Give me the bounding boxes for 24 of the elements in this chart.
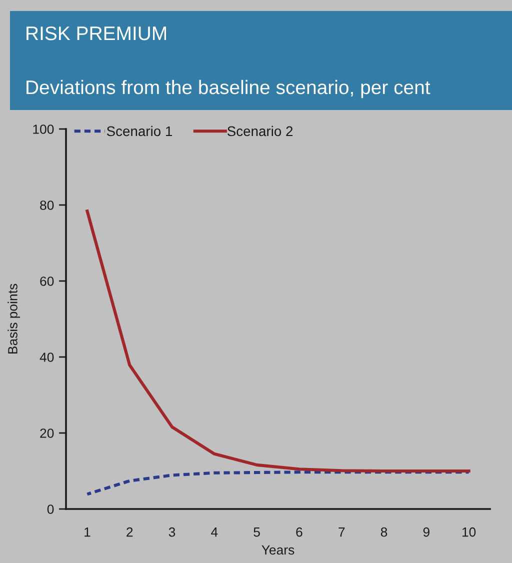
x-tick-label: 2 [126, 527, 133, 537]
x-tick-label: 8 [380, 527, 388, 537]
x-tick-label: 1 [84, 528, 90, 537]
y-tick-label: 100 [33, 124, 54, 134]
x-tick-label: 6 [296, 527, 302, 537]
y-tick-label: 0 [47, 504, 54, 514]
chart-subtitle: Deviations from the baseline scenario, per cent [26, 80, 430, 98]
x-tick-label: 10 [462, 527, 476, 537]
x-tick-label: 7 [338, 528, 345, 537]
x-tick-label: 5 [254, 528, 260, 537]
y-tick-label: 20 [40, 428, 54, 438]
x-tick-label: 4 [211, 528, 218, 537]
x-tick-label: 3 [168, 527, 176, 537]
y-tick-label: 80 [40, 200, 54, 210]
y-axis-title: Basis points [8, 284, 20, 354]
y-tick-label: 60 [40, 276, 54, 286]
line-series [86, 470, 470, 496]
legend-label: Scenario 1 [106, 126, 172, 136]
chart-title: RISK PREMIUM [26, 26, 166, 40]
legend-label: Scenario 2 [227, 126, 293, 136]
x-tick-label: 9 [423, 527, 430, 537]
x-axis-title: Years [262, 545, 294, 555]
line-series [86, 210, 470, 473]
y-tick-label: 40 [40, 352, 54, 362]
